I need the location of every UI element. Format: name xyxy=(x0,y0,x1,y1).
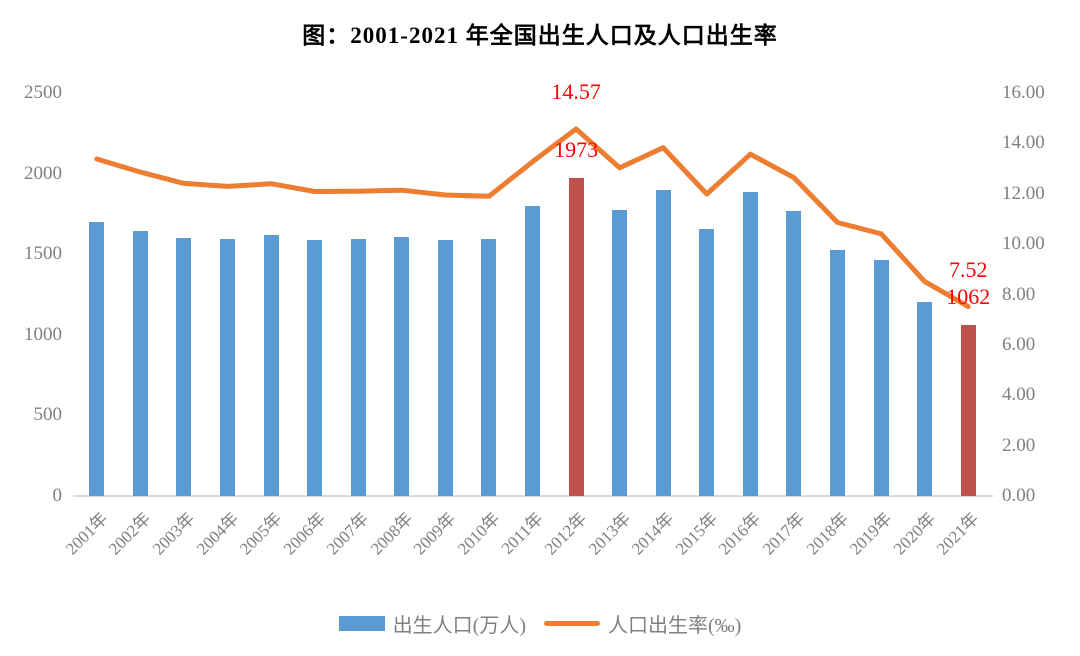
x-tick-label: 2006年 xyxy=(279,508,330,559)
x-tick-label: 2007年 xyxy=(323,508,373,559)
right-axis-tick-label: 14.00 xyxy=(1002,132,1045,154)
left-axis-tick-label: 500 xyxy=(33,404,63,426)
bar-2009年 xyxy=(437,239,453,496)
right-axis-tick-label: 8.00 xyxy=(1002,283,1036,305)
left-axis-tick-label: 0 xyxy=(52,485,63,506)
legend: 出生人口(万人) 人口出生率(‰) xyxy=(0,605,1080,641)
legend-line-swatch xyxy=(544,620,600,626)
bar-2001年 xyxy=(89,221,105,496)
bar-2011年 xyxy=(525,206,540,496)
legend-bar-swatch xyxy=(338,615,385,631)
bar-2004年 xyxy=(220,239,235,496)
bar-2016年 xyxy=(742,192,758,496)
x-tick-label: 2013年 xyxy=(584,508,635,559)
bar-2021年 xyxy=(960,324,976,496)
x-tick-label: 2003年 xyxy=(148,508,199,559)
bar-2019年 xyxy=(873,259,889,496)
bar-2015年 xyxy=(699,229,715,496)
x-tick-label: 2019年 xyxy=(845,508,896,559)
x-tick-label: 2008年 xyxy=(366,508,417,559)
bar-2007年 xyxy=(350,239,366,496)
bar-2017年 xyxy=(786,211,802,496)
left-axis-tick-label: 2500 xyxy=(24,82,62,103)
annotation-line-2012年: 14.57 xyxy=(551,79,601,105)
x-tick-label: 2004年 xyxy=(192,508,242,559)
legend-line-label: 人口出生率(‰) xyxy=(608,614,742,637)
x-tick-label: 2021年 xyxy=(933,508,983,559)
x-tick-label: 2009年 xyxy=(410,508,460,559)
right-axis-tick-label: 6.00 xyxy=(1002,333,1036,355)
x-tick-label: 2005年 xyxy=(235,508,286,559)
right-axis-tick-label: 0.00 xyxy=(1002,485,1036,506)
bar-2010年 xyxy=(481,239,497,496)
x-tick-label: 2014年 xyxy=(628,508,678,559)
right-axis-tick-label: 2.00 xyxy=(1002,434,1036,456)
left-axis-tick-label: 1500 xyxy=(24,243,62,265)
x-tick-label: 2020年 xyxy=(889,508,940,559)
x-axis-line xyxy=(73,495,993,497)
x-tick-label: 2010年 xyxy=(453,508,504,559)
x-tick-label: 2015年 xyxy=(671,508,722,559)
annotation-line-2021年: 7.52 xyxy=(948,256,988,282)
legend-bar-label: 出生人口(万人) xyxy=(392,614,526,637)
bar-2013年 xyxy=(612,209,628,496)
annotation-bar-2021年: 1062 xyxy=(946,283,991,309)
bar-2008年 xyxy=(394,236,410,496)
bar-2005年 xyxy=(263,235,279,496)
bar-2018年 xyxy=(830,250,845,496)
bar-2006年 xyxy=(307,240,323,496)
bar-2012年 xyxy=(568,177,584,496)
x-tick-label: 2017年 xyxy=(758,508,809,559)
right-axis-tick-label: 12.00 xyxy=(1002,182,1045,204)
x-tick-label: 2012年 xyxy=(540,508,591,559)
annotation-bar-2012年: 1973 xyxy=(554,136,599,162)
bar-2014年 xyxy=(655,190,671,496)
right-axis-tick-label: 4.00 xyxy=(1002,384,1036,406)
x-tick-label: 2018年 xyxy=(802,508,852,559)
left-axis-tick-label: 2000 xyxy=(24,162,62,184)
right-axis-tick-label: 10.00 xyxy=(1002,233,1045,255)
x-tick-label: 2001年 xyxy=(61,508,112,559)
x-tick-label: 2011年 xyxy=(497,508,547,558)
left-axis-tick-label: 1000 xyxy=(24,323,62,345)
chart-title: 图：2001-2021 年全国出生人口及人口出生率 xyxy=(302,23,778,48)
bar-2002年 xyxy=(132,230,148,496)
right-axis-tick-label: 16.00 xyxy=(1002,82,1045,103)
bar-2020年 xyxy=(917,302,933,496)
x-tick-label: 2016年 xyxy=(715,508,765,559)
bar-2003年 xyxy=(176,238,192,496)
x-tick-label: 2002年 xyxy=(105,508,155,559)
